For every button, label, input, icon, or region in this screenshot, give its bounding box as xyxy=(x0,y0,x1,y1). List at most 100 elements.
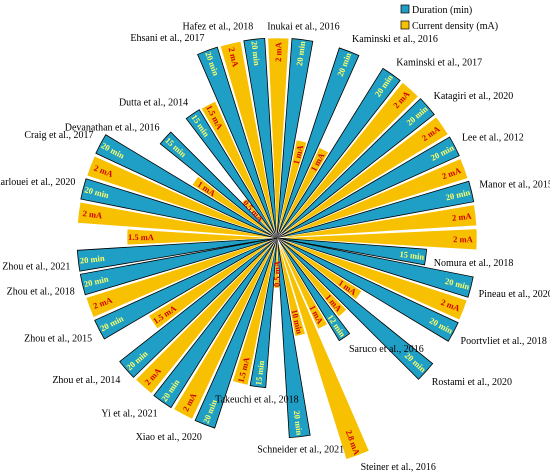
duration-wedge-9 xyxy=(185,109,278,239)
wedge-layer xyxy=(76,37,478,460)
legend: Duration (min) Current density (mA) xyxy=(400,4,498,32)
study-label-3: Baharlouei et al., 2020 xyxy=(0,177,75,188)
legend-label-duration: Duration (min) xyxy=(412,5,472,16)
current-wedge-24 xyxy=(276,158,469,239)
duration-wedge-5 xyxy=(95,134,278,239)
study-label-23: Lee et al., 2012 xyxy=(462,133,524,144)
legend-swatch-current xyxy=(400,20,410,30)
duration-wedge-43 xyxy=(194,237,278,429)
value-label-27: 2 mA xyxy=(453,234,474,244)
value-label-15: 20 min xyxy=(294,40,307,66)
duration-wedge-11 xyxy=(197,46,278,239)
value-label-1: 1.5 mA xyxy=(128,232,155,242)
duration-wedge-29 xyxy=(276,237,474,298)
study-label-49: Zhou et al., 2015 xyxy=(24,333,92,344)
study-label-41: Takeuchi et al., 2018 xyxy=(215,395,298,406)
study-label-21: Katagiri et al., 2020 xyxy=(434,91,514,102)
legend-swatch-duration xyxy=(400,4,410,14)
current-wedge-34 xyxy=(276,237,348,318)
duration-wedge-28 xyxy=(276,237,428,266)
current-wedge-48 xyxy=(148,237,278,330)
duration-wedge-51 xyxy=(79,237,278,296)
study-label-33: Rostami et al., 2020 xyxy=(432,377,512,388)
current-wedge-20 xyxy=(276,81,419,239)
duration-wedge-31 xyxy=(276,237,459,342)
value-label-26: 2 mA xyxy=(451,211,472,223)
study-label-45: Yi et al., 2021 xyxy=(101,408,157,419)
duration-wedge-19 xyxy=(276,67,401,239)
duration-wedge-49 xyxy=(94,237,278,340)
duration-wedge-25 xyxy=(276,180,475,239)
duration-wedge-21 xyxy=(276,98,435,239)
study-label-31: Poortvliet et al., 2018 xyxy=(461,336,547,347)
study-label-7: Devanathan et al., 2016 xyxy=(65,122,160,133)
value-label-0: 20 min xyxy=(79,253,105,266)
value-label-40: 0.5 mA xyxy=(272,260,282,287)
current-wedge-44 xyxy=(173,237,278,420)
duration-wedge-17 xyxy=(276,47,360,239)
current-wedge-6 xyxy=(191,175,278,239)
study-label-0: Zhou et al., 2021 xyxy=(2,262,70,273)
value-label-16: 1 mA xyxy=(291,143,306,165)
duration-wedge-35 xyxy=(276,237,351,342)
duration-wedge-13 xyxy=(243,37,278,239)
study-label-39: Schneider et al., 2021 xyxy=(257,445,344,456)
current-wedge-16 xyxy=(276,139,308,239)
study-label-19: Kaminski et al., 2017 xyxy=(396,58,482,69)
study-label-47: Zhou et al., 2014 xyxy=(52,375,120,386)
current-wedge-40 xyxy=(273,237,280,289)
study-label-5: Craig et al., 2017 xyxy=(24,130,93,141)
study-label-25: Manor et al., 2015 xyxy=(479,180,550,191)
study-label-43: Xiao et al., 2020 xyxy=(136,432,202,443)
study-label-11: Ehsani et al., 2017 xyxy=(130,33,204,44)
study-label-35: Saruco et al., 2016 xyxy=(349,344,424,355)
study-label-29: Pineau et al., 2020 xyxy=(479,289,550,300)
study-label-28: Nomura et al., 2018 xyxy=(434,258,514,269)
legend-label-current: Current density (mA) xyxy=(412,21,498,32)
duration-wedge-47 xyxy=(119,237,278,378)
value-label-13: 20 min xyxy=(249,40,262,66)
current-wedge-1 xyxy=(126,228,278,246)
value-label-14: 2 mA xyxy=(273,41,283,62)
duration-wedge-3 xyxy=(80,178,278,239)
current-wedge-8 xyxy=(241,198,278,239)
current-wedge-42 xyxy=(232,237,278,386)
value-label-2: 2 mA xyxy=(82,208,104,221)
duration-wedge-41 xyxy=(249,237,278,389)
current-wedge-46 xyxy=(135,237,278,395)
duration-wedge-15 xyxy=(276,38,314,239)
current-wedge-12 xyxy=(219,40,278,239)
current-wedge-30 xyxy=(276,237,468,321)
current-wedge-14 xyxy=(267,37,290,239)
current-wedge-38 xyxy=(276,237,306,337)
current-wedge-27 xyxy=(276,228,478,251)
current-wedge-26 xyxy=(276,204,477,239)
current-wedge-37 xyxy=(276,237,370,460)
duration-wedge-0 xyxy=(76,237,278,272)
duration-wedge-23 xyxy=(276,136,460,239)
value-label-28: 15 min xyxy=(399,249,425,262)
current-wedge-36 xyxy=(276,237,328,330)
current-wedge-10 xyxy=(200,100,278,239)
duration-wedge-39 xyxy=(276,237,311,439)
current-wedge-50 xyxy=(85,237,278,318)
study-label-37: Steiner et al., 2016 xyxy=(361,462,436,473)
current-wedge-4 xyxy=(86,155,278,239)
value-label-41: 15 min xyxy=(253,360,266,386)
current-wedge-18 xyxy=(276,147,330,239)
study-label-51: Zhou et al., 2018 xyxy=(7,286,75,297)
duration-wedge-33 xyxy=(276,237,434,380)
duration-wedge-45 xyxy=(153,237,278,409)
value-label-12: 2 mA xyxy=(227,46,241,68)
study-label-15: Inukai et al., 2016 xyxy=(267,22,339,33)
current-wedge-32 xyxy=(276,237,363,301)
study-label-17: Kaminski et al., 2016 xyxy=(352,34,438,45)
current-wedge-2 xyxy=(77,201,278,239)
study-label-layer: Zhou et al., 2021 Baharlouei et al., 2020… xyxy=(0,21,550,473)
duration-wedge-7 xyxy=(159,131,278,239)
study-label-9: Dutta et al., 2014 xyxy=(119,97,188,108)
current-wedge-22 xyxy=(276,116,449,239)
value-label-39: 20 min xyxy=(292,410,305,436)
study-label-13: Hafez et al., 2018 xyxy=(183,21,254,32)
